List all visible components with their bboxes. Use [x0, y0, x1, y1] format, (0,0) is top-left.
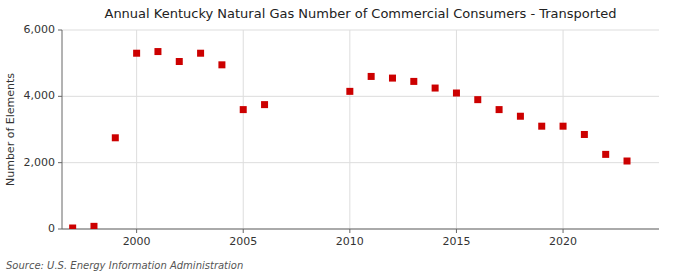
- x-tick-label: 2020: [549, 235, 577, 248]
- point: [538, 123, 545, 130]
- point: [432, 85, 439, 92]
- y-tick: [58, 229, 62, 230]
- point: [90, 223, 97, 229]
- x-tick-label: 2005: [229, 235, 257, 248]
- source-note: Source: U.S. Energy Information Administ…: [6, 260, 243, 271]
- x-tick: [563, 229, 564, 233]
- x-tick-label: 2015: [442, 235, 470, 248]
- x-grid-line: [243, 30, 244, 229]
- point: [389, 75, 396, 82]
- point: [368, 73, 375, 80]
- point: [410, 78, 417, 85]
- y-tick-label: 0: [48, 222, 55, 235]
- point: [197, 50, 204, 57]
- x-tick: [243, 229, 244, 233]
- y-grid-line: [62, 96, 659, 97]
- point: [560, 123, 567, 130]
- point: [496, 106, 503, 113]
- x-tick-label: 2000: [123, 235, 151, 248]
- point: [69, 225, 76, 229]
- point: [474, 96, 481, 103]
- x-axis-line: [62, 229, 659, 230]
- point: [112, 134, 119, 141]
- x-tick: [136, 229, 137, 233]
- points: [69, 48, 630, 229]
- y-tick: [58, 30, 62, 31]
- y-tick-label: 6,000: [24, 23, 56, 36]
- point: [453, 90, 460, 97]
- point: [218, 61, 225, 68]
- y-tick: [58, 162, 62, 163]
- x-grid-line: [456, 30, 457, 229]
- point: [581, 131, 588, 138]
- point: [602, 151, 609, 158]
- point: [346, 88, 353, 95]
- y-grid-line: [62, 30, 659, 31]
- point: [624, 158, 631, 165]
- title: Annual Kentucky Natural Gas Number of Co…: [104, 6, 616, 21]
- x-grid-line: [136, 30, 137, 229]
- point: [240, 106, 247, 113]
- point: [517, 113, 524, 120]
- y-axis-label: Number of Elements: [4, 73, 17, 186]
- point: [154, 48, 161, 55]
- x-tick-label: 2010: [336, 235, 364, 248]
- y-grid-line: [62, 229, 659, 230]
- y-axis-line: [62, 30, 63, 229]
- x-tick: [456, 229, 457, 233]
- y-tick-label: 2,000: [24, 156, 56, 169]
- y-tick-label: 4,000: [24, 89, 56, 102]
- y-tick: [58, 96, 62, 97]
- x-tick: [349, 229, 350, 233]
- point: [261, 101, 268, 108]
- chart: 0 2,000 4,000 6,000 2000 2005 2010 2015 2020 Annu…: [0, 0, 675, 275]
- x-grid-line: [349, 30, 350, 229]
- point: [176, 58, 183, 65]
- point: [133, 50, 140, 57]
- y-grid-line: [62, 162, 659, 163]
